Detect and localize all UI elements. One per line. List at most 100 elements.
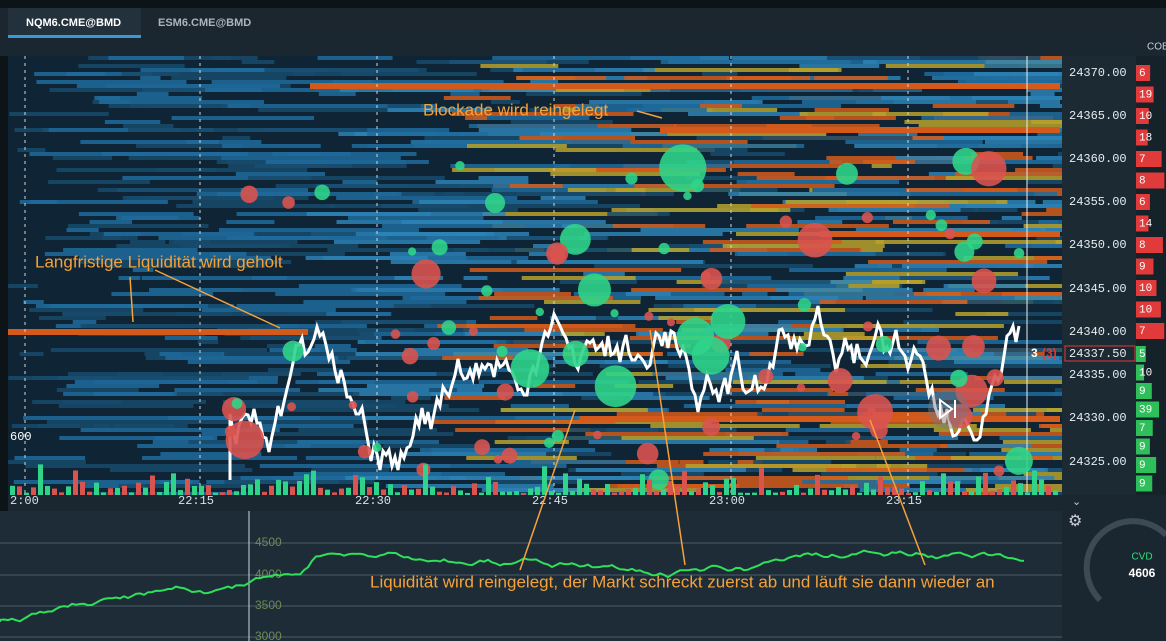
heat-band <box>585 432 789 436</box>
heat-band <box>974 208 1018 212</box>
volume-bar <box>108 488 113 495</box>
bid-bar <box>1136 364 1145 381</box>
heat-band <box>702 328 844 332</box>
heat-band <box>23 416 226 420</box>
tab-label[interactable]: NQM6.CME@BMD <box>26 17 121 29</box>
heat-band <box>486 480 582 484</box>
heat-band <box>797 220 843 224</box>
heat-band <box>553 360 668 364</box>
tab-active[interactable] <box>8 8 141 38</box>
heat-band <box>880 436 958 440</box>
volume-bar <box>80 481 85 495</box>
heat-band <box>467 144 567 148</box>
heat-band <box>317 56 393 60</box>
heat-band <box>361 416 419 420</box>
volume-bar <box>717 492 722 495</box>
replay-circle[interactable] <box>928 389 968 429</box>
trade-bubble <box>427 337 441 350</box>
heat-band <box>236 232 356 236</box>
trade-bubble <box>702 418 721 437</box>
heat-band <box>393 304 535 308</box>
heat-band <box>640 228 799 232</box>
tab-underline <box>8 35 141 38</box>
heat-band <box>473 116 590 120</box>
trade-bubble <box>666 318 676 327</box>
heat-band <box>629 396 710 400</box>
trade-bubble <box>240 185 258 204</box>
replay-button[interactable] <box>928 389 968 429</box>
heat-band <box>78 64 185 68</box>
heat-band <box>305 256 428 260</box>
heat-band <box>674 436 879 440</box>
volume-bar <box>731 478 736 495</box>
heat-band <box>707 324 792 328</box>
heat-band <box>720 280 831 284</box>
heat-band <box>211 56 258 60</box>
liquidity-band <box>8 329 308 335</box>
volume-bar <box>906 492 911 495</box>
heat-band <box>36 80 187 84</box>
heat-band <box>820 476 983 480</box>
volume-bar <box>661 488 666 495</box>
heat-band <box>1015 168 1062 172</box>
heat-band <box>904 120 1062 124</box>
trade-bubble <box>648 469 669 490</box>
bid-bar <box>1136 475 1153 492</box>
heat-band <box>658 316 713 320</box>
heat-band <box>599 276 772 280</box>
heat-band <box>972 408 1062 412</box>
heat-band <box>334 240 481 244</box>
heat-band <box>668 244 727 248</box>
heat-band <box>93 424 175 428</box>
ask-size: 8 <box>1139 175 1146 187</box>
heat-band <box>528 252 555 256</box>
volume-bar <box>332 492 337 495</box>
heat-band <box>159 352 225 356</box>
heat-band <box>583 272 625 276</box>
trade-bubble <box>390 329 401 339</box>
volume-bar <box>66 486 71 495</box>
volume-bar <box>969 491 974 495</box>
volume-bar <box>843 489 848 495</box>
heat-band <box>38 316 106 320</box>
volume-bar <box>836 487 841 495</box>
heat-band <box>222 144 321 148</box>
current-size: 3 <box>1031 346 1038 360</box>
heat-band <box>14 456 86 460</box>
trade-bubble <box>357 444 372 459</box>
heat-band <box>696 148 748 152</box>
heat-band <box>11 424 110 428</box>
volume-bar <box>381 489 386 495</box>
replay-icon[interactable] <box>939 398 956 420</box>
volume-bar <box>94 482 99 495</box>
heat-band <box>401 220 606 224</box>
settings-icon[interactable]: ⚙ <box>1068 513 1082 530</box>
heat-band <box>164 336 218 340</box>
heat-band <box>351 144 490 148</box>
collapse-icon[interactable]: ⌄ <box>1072 496 1081 508</box>
volume-bar <box>458 490 463 495</box>
heat-band <box>482 392 666 396</box>
liquidity-band <box>580 416 1060 422</box>
heat-band <box>284 444 365 448</box>
bid-size: 9 <box>1139 478 1146 490</box>
ask-bar <box>1136 237 1163 253</box>
heat-band <box>466 456 577 460</box>
volume-bar <box>696 488 701 495</box>
heat-band <box>480 64 559 68</box>
heat-band <box>929 476 1055 480</box>
heat-band <box>455 368 548 372</box>
tab-label[interactable]: ESM6.CME@BMD <box>158 17 251 29</box>
heat-band <box>522 68 595 72</box>
heat-band <box>141 276 287 280</box>
heat-band <box>463 276 488 280</box>
heat-band <box>228 164 407 168</box>
price-label: 24350.00 <box>1069 238 1127 252</box>
cvd-pane <box>0 511 1062 641</box>
heat-band <box>104 120 161 124</box>
heat-band <box>1023 224 1062 228</box>
volume-bar <box>934 491 939 495</box>
trade-bubble <box>867 406 876 415</box>
volume-bar <box>17 486 22 495</box>
bid-size: 10 <box>1139 367 1152 379</box>
